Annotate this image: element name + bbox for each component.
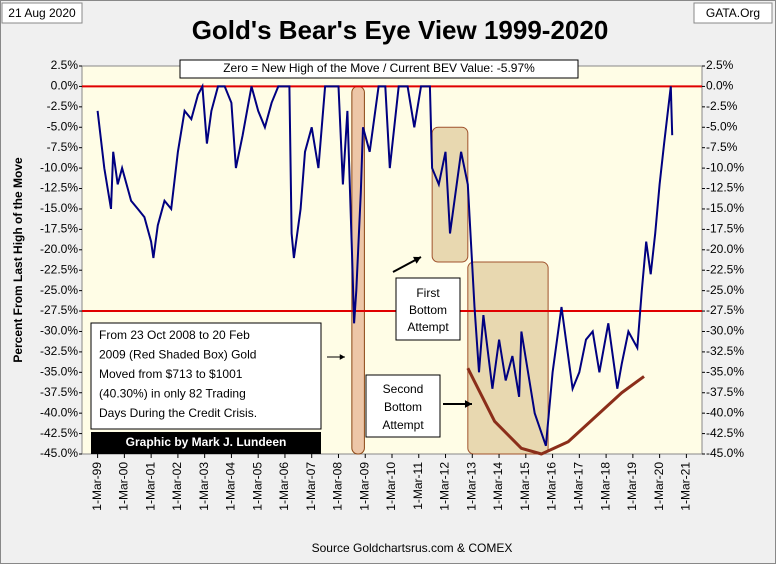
chart-title: Gold's Bear's Eye View 1999-2020 bbox=[192, 15, 609, 45]
y2-tick-label: -7.5% bbox=[706, 140, 738, 154]
second-bottom-label: Bottom bbox=[384, 400, 422, 414]
note-line: 2009 (Red Shaded Box) Gold bbox=[99, 348, 256, 362]
trend-curve bbox=[466, 367, 645, 456]
x-tick-label: 1-Mar-11 bbox=[411, 462, 425, 510]
y2-tick-label: -35.0% bbox=[706, 364, 744, 378]
x-tick-label: 1-Mar-13 bbox=[464, 462, 478, 511]
second-bottom-label: Second bbox=[383, 382, 424, 396]
bottom-box bbox=[431, 126, 469, 263]
y2-tick-label: -37.5% bbox=[706, 385, 744, 399]
y2-tick-label: -30.0% bbox=[706, 324, 744, 338]
y-tick-label: 2.5% bbox=[51, 58, 79, 72]
first-bottom-label: First bbox=[416, 286, 440, 300]
x-tick-label: 1-Mar-03 bbox=[197, 462, 211, 511]
x-tick-label: 1-Mar-07 bbox=[304, 462, 318, 511]
x-tick-label: 1-Mar-04 bbox=[224, 462, 238, 511]
y-tick-label: -5.0% bbox=[47, 119, 79, 133]
arrow-head bbox=[413, 256, 421, 264]
x-tick-label: 1-Mar-12 bbox=[438, 462, 452, 511]
date-box bbox=[1, 2, 83, 24]
x-tick-label: 1-Mar-99 bbox=[90, 462, 104, 511]
x-tick-label: 1-Mar-10 bbox=[384, 462, 398, 511]
y-tick-label: -10.0% bbox=[40, 160, 78, 174]
x-tick-label: 1-Mar-15 bbox=[518, 462, 532, 511]
y2-tick-label: -40.0% bbox=[706, 405, 744, 419]
y-tick-label: -37.5% bbox=[40, 385, 78, 399]
note-box bbox=[90, 322, 322, 430]
y-tick-label: -27.5% bbox=[40, 303, 78, 317]
y-tick-label: -15.0% bbox=[40, 201, 78, 215]
note-line: (40.30%) in only 82 Trading bbox=[99, 387, 246, 401]
label-box bbox=[365, 374, 441, 438]
first-bottom-label: Bottom bbox=[409, 303, 447, 317]
series-line bbox=[96, 82, 674, 447]
note-line: From 23 Oct 2008 to 20 Feb bbox=[99, 328, 250, 342]
y-tick-label: -25.0% bbox=[40, 283, 78, 297]
y2-tick-label: -12.5% bbox=[706, 181, 744, 195]
y-tick-label: -42.5% bbox=[40, 426, 78, 440]
y2-tick-label: -25.0% bbox=[706, 283, 744, 297]
y2-tick-label: -42.5% bbox=[706, 426, 744, 440]
y-tick-label: -2.5% bbox=[47, 99, 79, 113]
y-axis-label: Percent From Last High of the Move bbox=[11, 157, 25, 363]
first-bottom-label: Attempt bbox=[407, 320, 449, 334]
x-tick-label: 1-Mar-18 bbox=[598, 462, 612, 511]
site-box bbox=[693, 2, 773, 24]
y-tick-label: -17.5% bbox=[40, 222, 78, 236]
x-tick-label: 1-Mar-09 bbox=[357, 462, 371, 511]
source: Source Goldchartsrus.com & COMEX bbox=[312, 541, 513, 555]
y2-tick-label: -20.0% bbox=[706, 242, 744, 256]
x-tick-label: 1-Mar-21 bbox=[679, 462, 693, 511]
note-line: Days During the Credit Crisis. bbox=[99, 406, 257, 420]
x-tick-label: 1-Mar-19 bbox=[625, 462, 639, 511]
y-tick-label: -22.5% bbox=[40, 262, 78, 276]
y-tick-label: -40.0% bbox=[40, 405, 78, 419]
x-tick-label: 1-Mar-01 bbox=[143, 462, 157, 511]
note-line: Moved from $713 to $1001 bbox=[99, 367, 243, 381]
y2-tick-label: -15.0% bbox=[706, 201, 744, 215]
y2-tick-label: -22.5% bbox=[706, 262, 744, 276]
y2-tick-label: 2.5% bbox=[706, 58, 734, 72]
x-tick-label: 1-Mar-02 bbox=[170, 462, 184, 511]
x-tick-label: 1-Mar-06 bbox=[277, 462, 291, 511]
header-note: Zero = New High of the Move / Current BE… bbox=[223, 61, 535, 75]
x-tick-label: 1-Mar-08 bbox=[331, 462, 345, 511]
y-tick-label: -20.0% bbox=[40, 242, 78, 256]
y2-tick-label: -2.5% bbox=[706, 99, 738, 113]
arrow-head bbox=[464, 400, 472, 408]
y2-tick-label: -27.5% bbox=[706, 303, 744, 317]
y2-tick-label: -10.0% bbox=[706, 160, 744, 174]
y2-tick-label: -45.0% bbox=[706, 446, 744, 460]
y-tick-label: -7.5% bbox=[47, 140, 79, 154]
y2-tick-label: -5.0% bbox=[706, 119, 738, 133]
y-tick-label: -12.5% bbox=[40, 181, 78, 195]
credit-box bbox=[91, 432, 321, 454]
x-tick-label: 1-Mar-05 bbox=[250, 462, 264, 511]
second-bottom-label: Attempt bbox=[382, 418, 424, 432]
x-tick-label: 1-Mar-20 bbox=[652, 462, 666, 511]
y2-tick-label: 0.0% bbox=[706, 79, 734, 93]
y-tick-label: -35.0% bbox=[40, 364, 78, 378]
x-tick-label: 1-Mar-17 bbox=[572, 462, 586, 511]
site-label: GATA.Org bbox=[706, 6, 760, 20]
y-tick-label: -45.0% bbox=[40, 446, 78, 460]
x-tick-label: 1-Mar-00 bbox=[117, 462, 131, 511]
arrow-head bbox=[339, 354, 345, 360]
label-box bbox=[395, 277, 461, 341]
y2-tick-label: -17.5% bbox=[706, 222, 744, 236]
x-tick-label: 1-Mar-14 bbox=[491, 462, 505, 511]
header-box bbox=[179, 59, 579, 79]
y-tick-label: -30.0% bbox=[40, 324, 78, 338]
date-label: 21 Aug 2020 bbox=[8, 6, 76, 20]
x-tick-label: 1-Mar-16 bbox=[545, 462, 559, 511]
y-tick-label: 0.0% bbox=[51, 79, 79, 93]
y-tick-label: -32.5% bbox=[40, 344, 78, 358]
y2-tick-label: -32.5% bbox=[706, 344, 744, 358]
credit: Graphic by Mark J. Lundeen bbox=[126, 435, 287, 449]
